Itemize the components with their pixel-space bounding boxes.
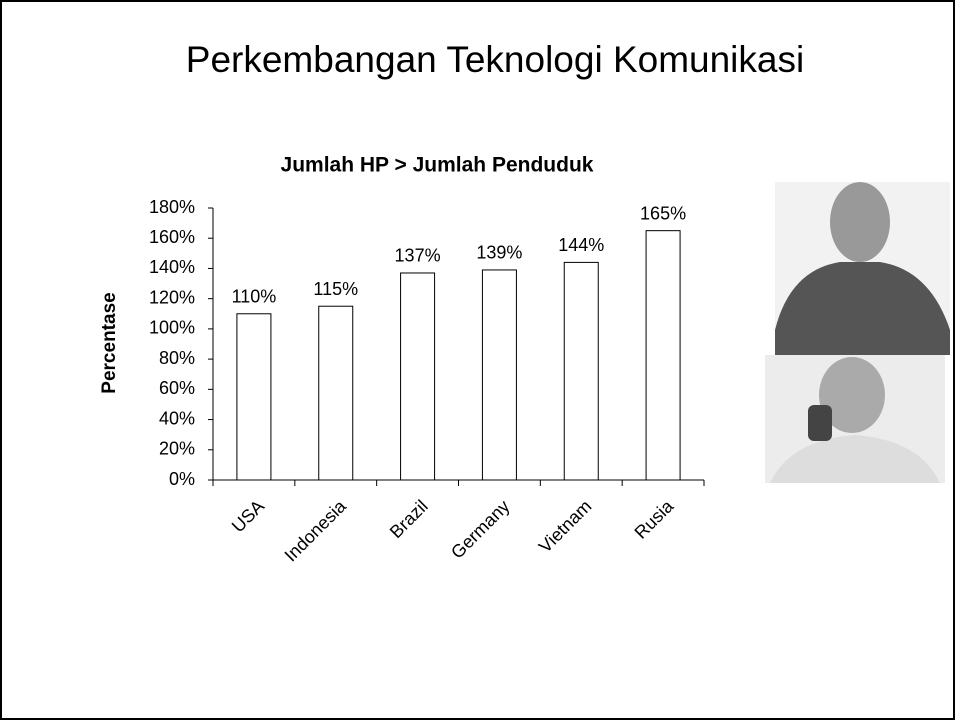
- slide-title: Perkembangan Teknologi Komunikasi: [186, 39, 804, 80]
- photo-boy: [765, 355, 945, 483]
- y-tick-label: 120%: [149, 287, 195, 307]
- photo-head: [819, 357, 885, 433]
- chart-title: Jumlah HP > Jumlah Penduduk: [281, 154, 594, 177]
- y-tick-label: 100%: [149, 318, 195, 338]
- bar: [481, 269, 517, 481]
- photo-shirt: [770, 435, 940, 483]
- y-tick-label: 80%: [159, 348, 195, 368]
- photo-phone: [808, 405, 832, 441]
- y-tick-label: 180%: [149, 197, 195, 217]
- bar: [400, 272, 436, 481]
- y-axis-label: Percentase: [99, 292, 120, 393]
- value-label: 137%: [395, 246, 441, 266]
- y-tick-label: 160%: [149, 227, 195, 247]
- y-tick-label: 140%: [149, 257, 195, 277]
- value-label: 144%: [558, 235, 604, 255]
- value-label: 165%: [640, 203, 686, 223]
- photo-man: [775, 182, 950, 355]
- photo-head: [830, 182, 890, 262]
- y-tick-label: 20%: [159, 439, 195, 459]
- value-label: 139%: [476, 243, 522, 263]
- photo-shirt: [775, 262, 950, 355]
- y-tick-label: 0%: [169, 469, 195, 489]
- bar: [236, 313, 272, 481]
- value-label: 115%: [313, 279, 358, 299]
- value-label: 110%: [232, 287, 277, 307]
- bar: [318, 305, 354, 481]
- y-tick-label: 40%: [159, 408, 195, 428]
- y-tick-label: 60%: [159, 378, 195, 398]
- bar: [563, 261, 599, 481]
- bar: [645, 230, 681, 481]
